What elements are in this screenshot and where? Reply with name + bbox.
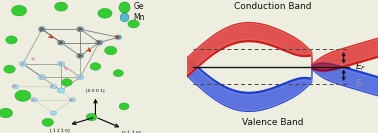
Text: Mn: Mn xyxy=(134,13,145,22)
Text: [ $\bar{1}$ 2 $\bar{1}$ 0]: [ $\bar{1}$ 2 $\bar{1}$ 0] xyxy=(49,128,71,133)
Text: Ge: Ge xyxy=(134,2,144,11)
Circle shape xyxy=(70,98,76,102)
Circle shape xyxy=(42,118,53,126)
Text: $E_F$: $E_F$ xyxy=(355,78,365,90)
Circle shape xyxy=(115,35,122,40)
Circle shape xyxy=(98,8,112,18)
Circle shape xyxy=(86,113,97,121)
Text: $\mathit{E_F}$: $\mathit{E_F}$ xyxy=(355,60,367,73)
Circle shape xyxy=(39,75,46,80)
Circle shape xyxy=(12,84,18,89)
Circle shape xyxy=(54,2,68,11)
Circle shape xyxy=(39,27,46,32)
Circle shape xyxy=(0,108,12,118)
Circle shape xyxy=(57,61,65,66)
Circle shape xyxy=(119,103,129,110)
Text: [2 $\bar{1}$ $\bar{1}$ 0]: [2 $\bar{1}$ $\bar{1}$ 0] xyxy=(121,130,141,133)
Circle shape xyxy=(50,111,56,115)
Circle shape xyxy=(105,46,117,55)
Circle shape xyxy=(50,84,56,89)
Circle shape xyxy=(31,98,37,102)
Text: $E_F$: $E_F$ xyxy=(355,43,365,55)
Circle shape xyxy=(90,63,101,70)
Text: [0 0 0 1]: [0 0 0 1] xyxy=(86,88,105,92)
Circle shape xyxy=(57,88,65,93)
Circle shape xyxy=(6,36,17,44)
Text: Conduction Band: Conduction Band xyxy=(234,2,312,11)
Circle shape xyxy=(77,53,84,58)
Circle shape xyxy=(15,90,31,101)
Point xyxy=(121,16,127,18)
Circle shape xyxy=(96,40,103,45)
Circle shape xyxy=(57,40,65,45)
Text: Valence Band: Valence Band xyxy=(242,119,304,127)
Circle shape xyxy=(128,20,139,28)
Circle shape xyxy=(77,27,84,32)
Circle shape xyxy=(113,70,123,77)
Circle shape xyxy=(4,65,15,73)
Point xyxy=(121,6,127,8)
Circle shape xyxy=(62,79,72,86)
Circle shape xyxy=(77,75,84,80)
Circle shape xyxy=(11,5,27,16)
Circle shape xyxy=(19,61,26,66)
